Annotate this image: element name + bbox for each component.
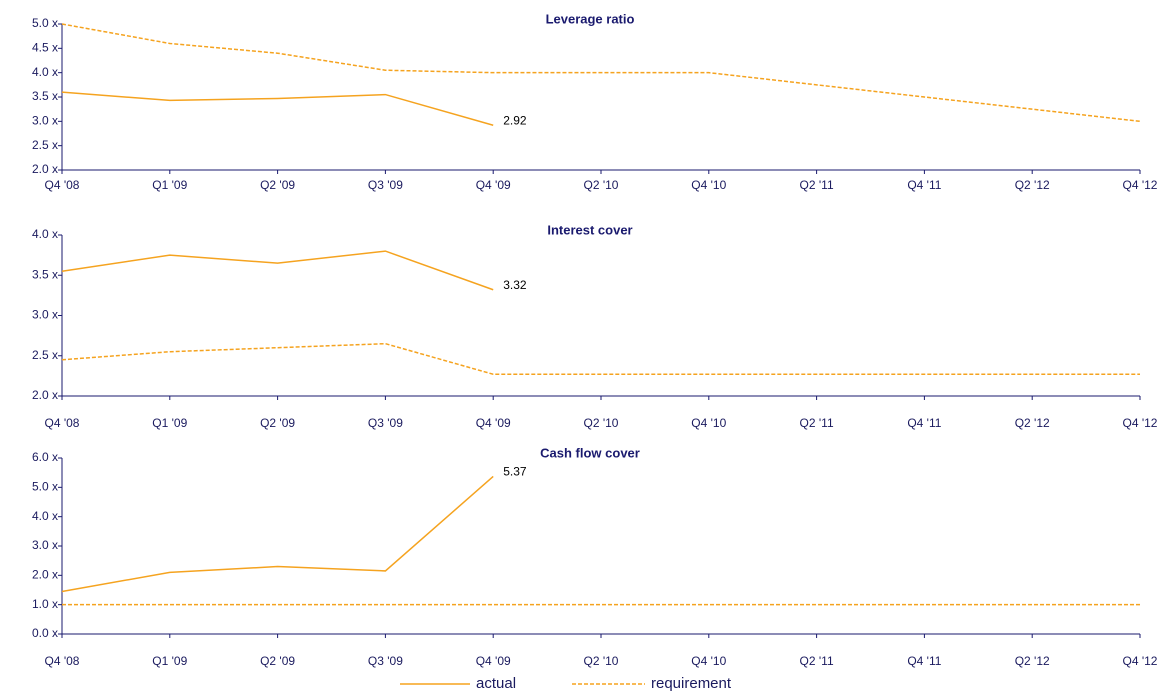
- x-tick-label: Q4 '09: [476, 654, 511, 668]
- x-tick-label: Q1 '09: [152, 178, 187, 192]
- data-label: 2.92: [503, 113, 527, 127]
- y-tick-label: 4.0 x: [32, 509, 58, 523]
- x-tick-label: Q3 '09: [368, 178, 403, 192]
- series-line: [61, 250, 494, 291]
- x-tick-label: Q2 '10: [584, 654, 619, 668]
- y-tick-label: 3.5 x: [32, 89, 58, 103]
- y-tick-label: 3.0 x: [32, 114, 58, 128]
- x-tick-label: Q2 '11: [800, 178, 834, 192]
- chart-title: Interest cover: [547, 222, 632, 237]
- x-tick-label: Q4 '08: [45, 178, 80, 192]
- x-tick-label: Q4 '09: [476, 416, 511, 430]
- legend-label: actual: [476, 675, 516, 692]
- data-label: 5.37: [503, 465, 527, 479]
- x-tick-label: Q4 '08: [45, 654, 80, 668]
- x-tick-label: Q4 '10: [691, 654, 726, 668]
- y-tick-label: 3.0 x: [32, 308, 58, 322]
- x-tick-label: Q2 '11: [800, 416, 834, 430]
- y-tick-label: 2.0 x: [32, 388, 58, 402]
- x-tick-label: Q2 '09: [260, 178, 295, 192]
- legend-label: requirement: [651, 675, 732, 692]
- x-tick-label: Q2 '10: [584, 178, 619, 192]
- data-label: 3.32: [503, 278, 527, 292]
- y-tick-label: 6.0 x: [32, 450, 58, 464]
- x-tick-label: Q4 '11: [907, 416, 941, 430]
- x-tick-label: Q1 '09: [152, 654, 187, 668]
- series-line: [61, 475, 494, 593]
- series-line: [61, 342, 1140, 376]
- x-tick-label: Q4 '12: [1123, 178, 1158, 192]
- x-tick-label: Q4 '11: [907, 654, 941, 668]
- x-tick-label: Q2 '12: [1015, 416, 1050, 430]
- y-tick-label: 5.0 x: [32, 16, 58, 30]
- y-tick-label: 4.0 x: [32, 65, 58, 79]
- x-tick-label: Q4 '09: [476, 178, 511, 192]
- y-tick-label: 2.5 x: [32, 138, 58, 152]
- series-line: [61, 91, 494, 126]
- y-tick-label: 3.5 x: [32, 267, 58, 281]
- x-tick-label: Q4 '10: [691, 178, 726, 192]
- y-tick-label: 0.0 x: [32, 626, 58, 640]
- x-tick-label: Q2 '11: [800, 654, 834, 668]
- y-tick-label: 5.0 x: [32, 480, 58, 494]
- x-tick-label: Q4 '11: [907, 178, 941, 192]
- chart-title: Cash flow cover: [540, 445, 640, 460]
- y-tick-label: 2.0 x: [32, 162, 58, 176]
- x-tick-label: Q3 '09: [368, 654, 403, 668]
- x-tick-label: Q2 '09: [260, 654, 295, 668]
- x-tick-label: Q2 '09: [260, 416, 295, 430]
- y-tick-label: 4.0 x: [32, 227, 58, 241]
- x-tick-label: Q4 '10: [691, 416, 726, 430]
- x-tick-label: Q2 '12: [1015, 178, 1050, 192]
- x-tick-label: Q1 '09: [152, 416, 187, 430]
- x-tick-label: Q4 '12: [1123, 654, 1158, 668]
- x-tick-label: Q4 '12: [1123, 416, 1158, 430]
- y-tick-label: 2.5 x: [32, 348, 58, 362]
- y-tick-label: 1.0 x: [32, 597, 58, 611]
- x-tick-label: Q4 '08: [45, 416, 80, 430]
- chart-title: Leverage ratio: [546, 11, 635, 26]
- x-tick-label: Q2 '12: [1015, 654, 1050, 668]
- x-tick-label: Q2 '10: [584, 416, 619, 430]
- x-tick-label: Q3 '09: [368, 416, 403, 430]
- series-line: [61, 23, 1141, 123]
- y-tick-label: 2.0 x: [32, 568, 58, 582]
- y-tick-label: 4.5 x: [32, 41, 58, 55]
- y-tick-label: 3.0 x: [32, 538, 58, 552]
